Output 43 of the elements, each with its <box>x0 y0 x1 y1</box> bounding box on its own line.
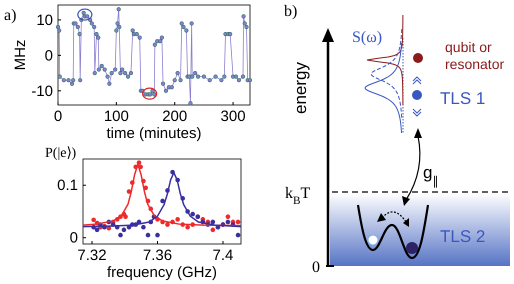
point <box>175 217 180 222</box>
point <box>236 220 240 224</box>
text: S(ω) <box>352 29 382 46</box>
point <box>122 228 126 232</box>
text: g$_{∥}$ <box>423 163 438 188</box>
point <box>226 220 230 224</box>
point <box>160 198 165 204</box>
y-tick-label: 0.1 <box>57 177 78 194</box>
x-tick-label: 300 <box>220 108 246 125</box>
y-tick-label: 0 <box>44 47 53 64</box>
y-tick-label: 10 <box>36 12 53 29</box>
x-tick-label: 7.36 <box>142 247 172 264</box>
point <box>94 228 100 232</box>
point <box>155 232 160 238</box>
text: TLS 1 <box>440 89 486 108</box>
point <box>91 218 96 222</box>
point <box>210 220 216 224</box>
text: k$_{B}$T <box>285 185 310 207</box>
point <box>118 232 123 238</box>
y-axis-title: MHz <box>12 40 29 70</box>
x-tick-label: 7.32 <box>77 247 107 264</box>
point <box>190 212 195 216</box>
x-axis-title: time (minutes) <box>106 125 202 142</box>
y-axis-title: P(|e⟩) <box>45 146 76 161</box>
x-tick-label: 7.4 <box>212 247 234 264</box>
text: a) <box>4 7 16 24</box>
x-tick-label: 200 <box>162 108 188 125</box>
x-axis-title: frequency (GHz) <box>106 264 218 281</box>
point <box>185 224 190 230</box>
point <box>210 228 216 232</box>
point <box>123 214 128 220</box>
x-tick-label: 100 <box>104 108 129 125</box>
point <box>226 214 230 220</box>
text: energy <box>291 62 310 114</box>
point <box>146 232 150 238</box>
point <box>236 232 240 238</box>
text: TLS 2 <box>440 227 486 246</box>
point <box>165 222 170 227</box>
y-tick-label: -10 <box>31 82 53 100</box>
text: b) <box>284 3 298 20</box>
text: 0 <box>312 259 320 276</box>
text: qubit or resonator <box>445 39 504 72</box>
point <box>141 224 146 230</box>
